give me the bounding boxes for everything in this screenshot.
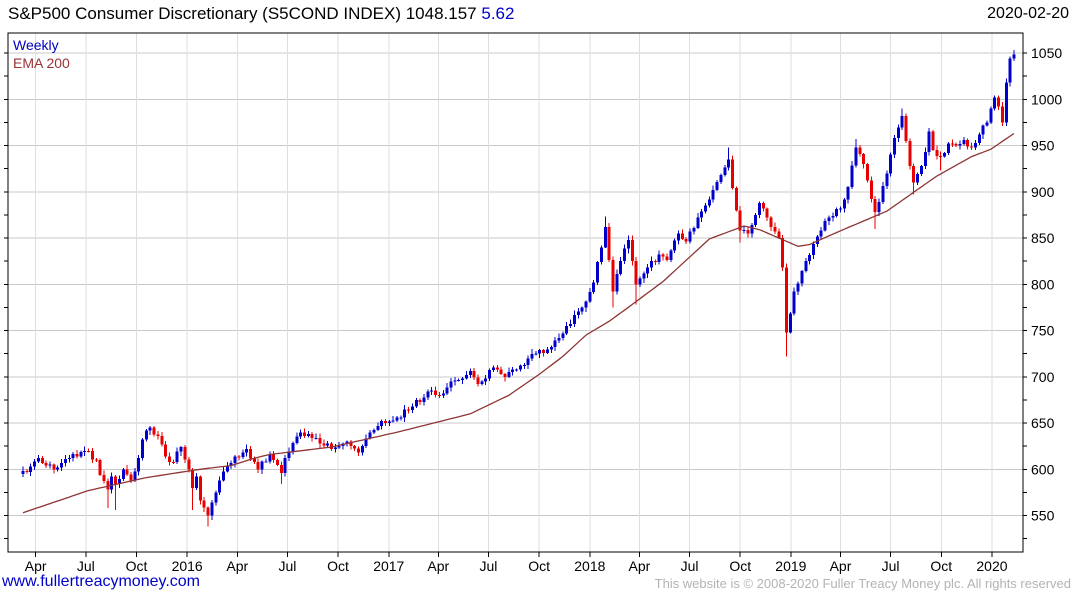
y-axis-tick-label: 1050 xyxy=(1031,45,1062,61)
footer-copyright: This website is © 2008-2020 Fuller Treac… xyxy=(654,576,1071,591)
x-axis-tick-label: Jul xyxy=(882,558,900,574)
x-axis-tick-label: Jul xyxy=(278,558,296,574)
legend-series-label: Weekly xyxy=(13,37,59,53)
x-axis-tick-label: Oct xyxy=(327,558,349,574)
y-axis-tick-label: 850 xyxy=(1031,230,1055,246)
x-axis-tick-label: Oct xyxy=(528,558,550,574)
chart-date: 2020-02-20 xyxy=(987,5,1069,22)
chart-title: S&P500 Consumer Discretionary (S5COND IN… xyxy=(8,4,514,24)
legend-ema-label: EMA 200 xyxy=(13,55,70,71)
y-axis-tick-label: 750 xyxy=(1031,323,1055,339)
y-axis-tick-label: 950 xyxy=(1031,138,1055,154)
y-axis-tick-label: 700 xyxy=(1031,369,1055,385)
x-axis-tick-label: Oct xyxy=(729,558,751,574)
x-axis-tick-label: 2017 xyxy=(373,558,404,574)
y-axis-tick-label: 1000 xyxy=(1031,91,1062,107)
y-axis-tick-label: 800 xyxy=(1031,276,1055,292)
y-axis-tick-label: 900 xyxy=(1031,184,1055,200)
x-axis-tick-label: Oct xyxy=(930,558,952,574)
x-axis-tick-label: Apr xyxy=(629,558,651,574)
x-axis-tick-label: Apr xyxy=(427,558,449,574)
footer-website-link[interactable]: www.fullertreacymoney.com xyxy=(2,573,200,590)
x-axis-tick-label: 2020 xyxy=(976,558,1007,574)
y-axis-tick-label: 650 xyxy=(1031,415,1055,431)
chart-change-value: 5.62 xyxy=(481,4,515,23)
x-axis-tick-label: 2016 xyxy=(172,558,203,574)
x-axis-tick-label: Jul xyxy=(681,558,699,574)
y-axis-tick-label: 600 xyxy=(1031,461,1055,477)
x-axis-tick-label: Jul xyxy=(77,558,95,574)
chart-title-main: S&P500 Consumer Discretionary (S5COND IN… xyxy=(8,4,477,23)
x-axis-tick-label: Oct xyxy=(126,558,148,574)
x-axis-tick-label: 2018 xyxy=(574,558,605,574)
x-axis-tick-label: Apr xyxy=(226,558,248,574)
x-axis-tick-label: Apr xyxy=(25,558,47,574)
x-axis-tick-label: Apr xyxy=(830,558,852,574)
x-axis-tick-label: Jul xyxy=(480,558,498,574)
y-axis-tick-label: 550 xyxy=(1031,508,1055,524)
chart-legend: Weekly EMA 200 xyxy=(13,36,70,72)
x-axis-tick-label: 2019 xyxy=(775,558,806,574)
